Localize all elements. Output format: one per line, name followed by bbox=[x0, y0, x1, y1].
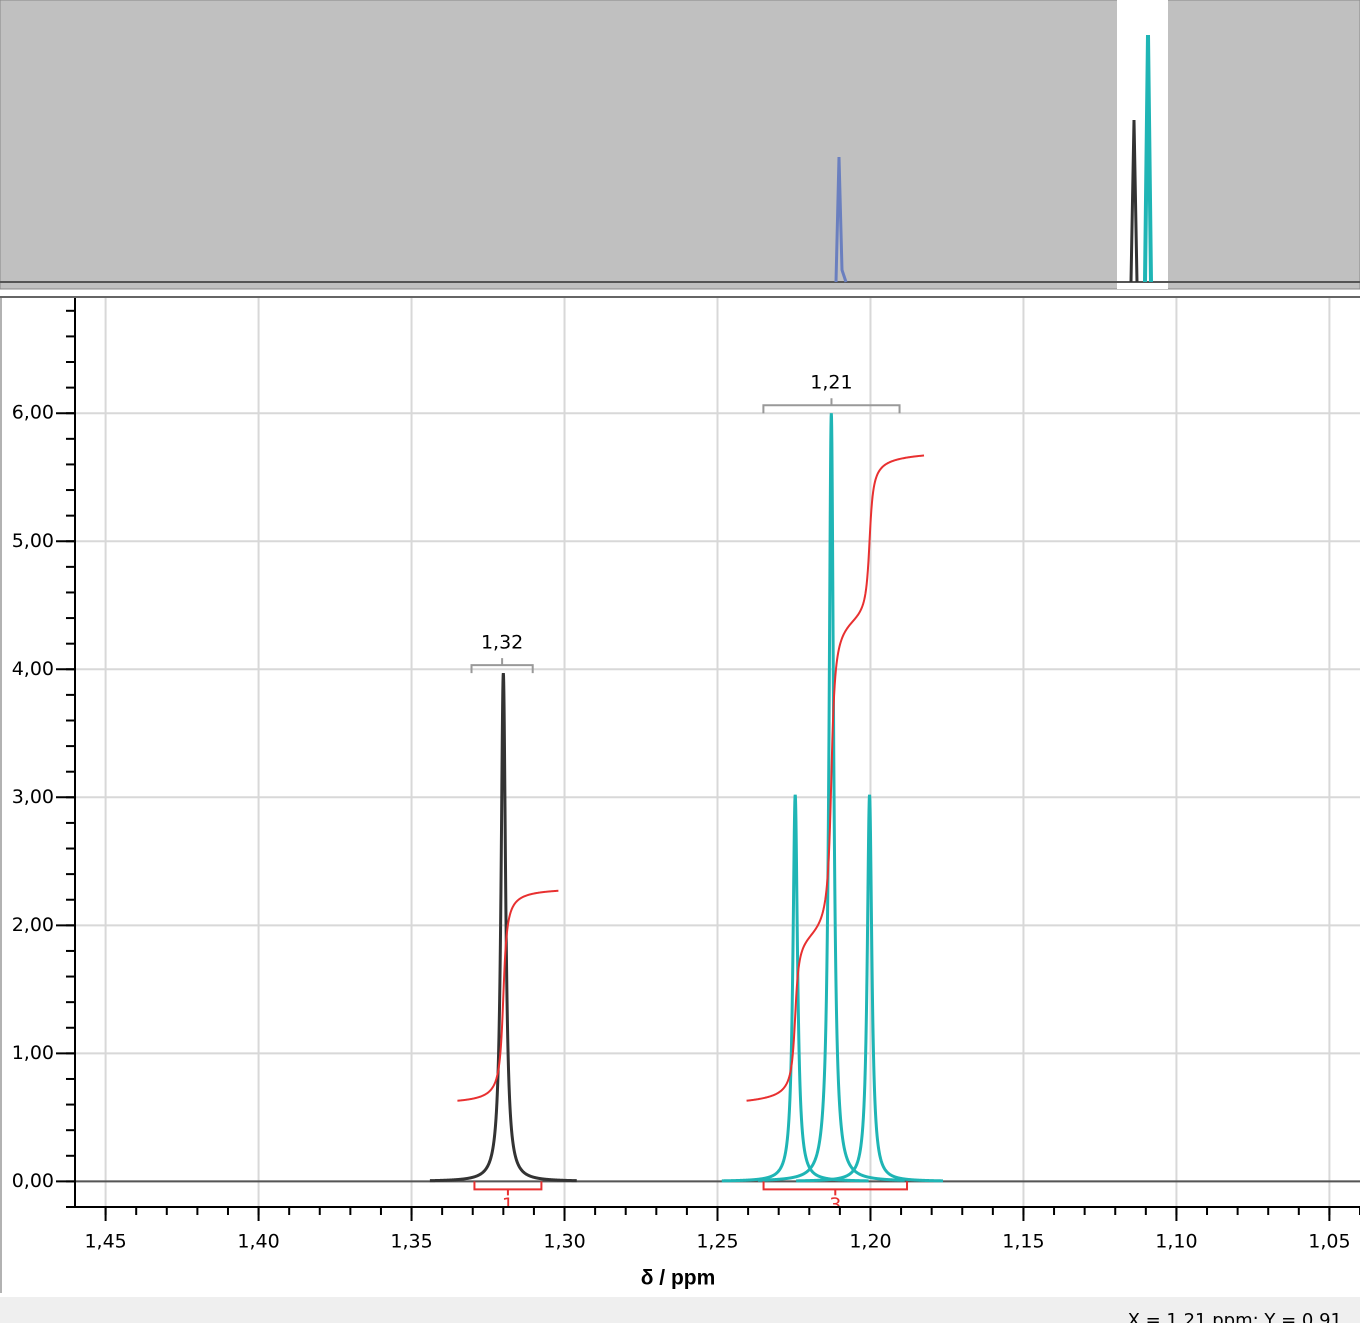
integral-label: 3 bbox=[829, 1194, 841, 1216]
y-tick-label: 3,00 bbox=[12, 786, 54, 808]
y-tick-label: 2,00 bbox=[12, 914, 54, 936]
integral-curve bbox=[746, 454, 925, 1102]
x-axis-title: δ / ppm bbox=[641, 1267, 716, 1290]
status-bar bbox=[0, 1297, 1360, 1323]
x-tick-label: 1,25 bbox=[696, 1231, 738, 1253]
overview-window[interactable] bbox=[1117, 0, 1168, 289]
peak bbox=[429, 672, 577, 1183]
peak bbox=[796, 794, 943, 1183]
x-tick-label: 1,30 bbox=[543, 1231, 585, 1253]
y-tick-label: 6,00 bbox=[12, 402, 54, 424]
status-text: X = 1,21 ppm; Y = 0,91 bbox=[1128, 1310, 1342, 1323]
x-tick-label: 1,35 bbox=[390, 1231, 432, 1253]
y-tick-label: 4,00 bbox=[12, 658, 54, 680]
integral-bracket bbox=[473, 1181, 543, 1196]
y-tick-label: 5,00 bbox=[12, 530, 54, 552]
multiplet-bracket bbox=[470, 658, 534, 674]
overview-peak bbox=[1143, 34, 1153, 283]
x-tick-label: 1,45 bbox=[84, 1231, 126, 1253]
multiplet-bracket bbox=[762, 398, 901, 414]
overview-peak bbox=[834, 156, 848, 283]
integral-bracket bbox=[762, 1181, 909, 1196]
x-tick-label: 1,10 bbox=[1155, 1231, 1197, 1253]
peak bbox=[757, 413, 905, 1182]
x-tick-label: 1,40 bbox=[237, 1231, 279, 1253]
multiplet-label: 1,32 bbox=[481, 632, 523, 654]
peak bbox=[721, 794, 869, 1183]
overview-peak bbox=[1129, 119, 1139, 283]
x-tick-label: 1,15 bbox=[1002, 1231, 1044, 1253]
multiplet-label: 1,21 bbox=[810, 372, 852, 394]
x-tick-label: 1,20 bbox=[849, 1231, 891, 1253]
y-tick-label: 1,00 bbox=[12, 1042, 54, 1064]
integral-label: 1 bbox=[502, 1194, 514, 1216]
y-tick-label: 0,00 bbox=[12, 1170, 54, 1192]
integral-curve bbox=[457, 889, 559, 1102]
x-tick-label: 1,05 bbox=[1308, 1231, 1350, 1253]
